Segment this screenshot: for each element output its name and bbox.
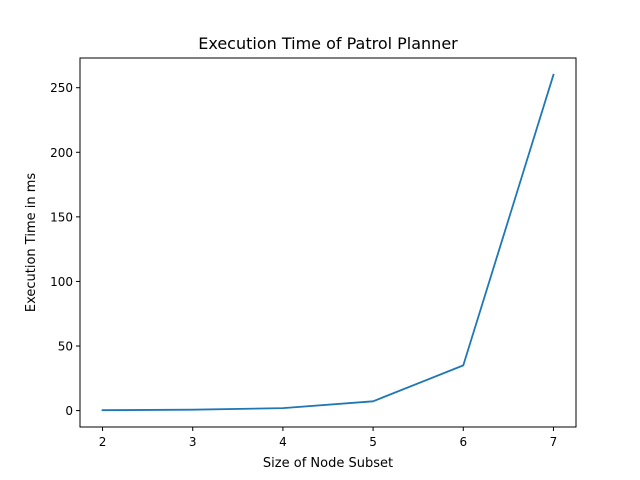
plot-frame [79,57,577,428]
y-tick-label: 100 [50,275,73,289]
y-tick-label: 0 [65,404,73,418]
series-line-0 [101,73,555,412]
x-axis: 2 3 4 5 6 7 [99,427,558,449]
x-tick-label: 3 [189,435,197,449]
x-tick-label: 2 [99,435,107,449]
x-tick-label: 4 [279,435,287,449]
y-tick-label: 50 [58,340,73,354]
y-tick-label: 150 [50,210,73,224]
x-tick-label: 5 [369,435,377,449]
y-tick-label: 200 [50,146,73,160]
y-tick-label: 250 [50,81,73,95]
y-axis: 0 50 100 150 200 250 [50,81,80,418]
x-axis-label: Size of Node Subset [263,456,393,471]
x-tick-label: 7 [550,435,558,449]
plot-area [101,73,555,412]
y-axis-label: Execution Time in ms [24,173,39,313]
x-tick-label: 6 [459,435,467,449]
chart-title: Execution Time of Patrol Planner [198,34,458,53]
